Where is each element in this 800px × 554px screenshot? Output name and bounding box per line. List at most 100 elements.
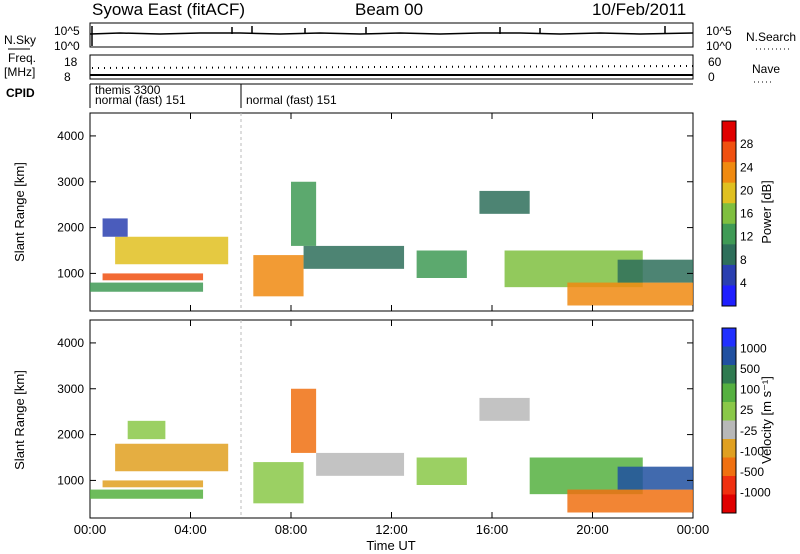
power-echo-marks <box>90 181 693 306</box>
x-tick-label: 16:00 <box>476 522 509 537</box>
power-colorbar: 28 24 20 16 12 8 4 <box>721 120 754 307</box>
power-echo-region <box>416 250 467 278</box>
date-title: 10/Feb/2011 <box>592 0 686 19</box>
power-echo-region <box>567 282 693 306</box>
power-colorbar-tick-label: 12 <box>740 230 754 244</box>
x-tick-label: 08:00 <box>275 522 308 537</box>
cpid-segment2: normal (fast) 151 <box>246 93 337 107</box>
power-colorbar-swatch <box>722 223 736 245</box>
velocity-colorbar: 1000 500 100 25 -25 -100 -500 -1000 <box>721 327 771 514</box>
x-tick-label: 04:00 <box>174 522 207 537</box>
velocity-colorbar-swatch <box>722 494 736 514</box>
velocity-colorbar-tick-label: -25 <box>740 424 758 438</box>
power-echo-region <box>617 259 693 283</box>
power-colorbar-swatch <box>722 182 736 204</box>
power-y-tick-label: 2000 <box>57 221 84 235</box>
velocity-colorbar-tick-label: -500 <box>740 465 764 479</box>
velocity-y-axis: 1000 2000 3000 4000 <box>57 336 693 487</box>
power-echo-region <box>291 181 317 246</box>
velocity-panel: 1000 2000 3000 4000 00:00 04:00 08:00 12:00 16:… <box>12 319 774 553</box>
velocity-x-axis: 00:00 04:00 08:00 12:00 16:00 20:00 00:00 <box>74 320 710 537</box>
power-colorbar-swatch <box>722 141 736 163</box>
nsky-strip: N.Sky 10^5 10^0 10^5 10^0 N.Search <box>4 22 796 53</box>
nsky-trace <box>89 32 694 35</box>
velocity-echo-region <box>291 388 317 453</box>
power-echo-region <box>102 273 204 281</box>
power-y-label: Slant Range [km] <box>12 162 27 262</box>
power-y-tick-label: 1000 <box>57 266 84 280</box>
velocity-colorbar-swatch <box>722 402 736 421</box>
nave-trace <box>91 65 694 69</box>
nsearch-label: N.Search <box>746 30 796 44</box>
power-y-axis: 1000 2000 3000 4000 <box>57 129 693 280</box>
power-echo-region <box>102 218 128 237</box>
velocity-colorbar-tick-label: 500 <box>740 362 760 376</box>
freq-label-line2: [MHz] <box>4 65 35 79</box>
power-colorbar-tick-label: 16 <box>740 207 754 221</box>
power-colorbar-swatch <box>722 285 736 307</box>
velocity-colorbar-swatch <box>722 439 736 458</box>
velocity-y-tick-label: 4000 <box>57 336 84 350</box>
nave-label: Nave <box>752 62 780 76</box>
x-tick-label: 00:00 <box>74 522 107 537</box>
velocity-y-label: Slant Range [km] <box>12 370 27 470</box>
power-colorbar-frame <box>721 120 737 307</box>
velocity-colorbar-swatch <box>722 457 736 477</box>
power-colorbar-tick-label: 28 <box>740 137 754 151</box>
freq-label-line1: Freq. <box>8 51 36 65</box>
nsky-right-tick-bottom: 10^0 <box>706 39 732 53</box>
x-tick-label: 00:00 <box>677 522 710 537</box>
velocity-echo-region <box>253 462 304 504</box>
velocity-colorbar-label: Velocity [m s⁻¹] <box>759 376 774 464</box>
velocity-colorbar-swatch <box>722 365 736 384</box>
nsky-left-tick-bottom: 10^0 <box>54 39 80 53</box>
velocity-y-tick-label: 3000 <box>57 382 84 396</box>
freq-strip: Freq. [MHz] 18 8 60 0 Nave <box>4 51 780 84</box>
nsky-right-tick-top: 10^5 <box>706 24 732 38</box>
velocity-colorbar-swatch <box>722 328 736 347</box>
velocity-colorbar-tick-label: -100 <box>740 444 764 458</box>
nsky-frame <box>89 22 694 48</box>
x-tick-label: 12:00 <box>375 522 408 537</box>
power-colorbar-label: Power [dB] <box>759 180 774 244</box>
cpid-strip: CPID themis 3300 normal (fast) 151 norma… <box>6 83 693 108</box>
velocity-y-tick-label: 2000 <box>57 428 84 442</box>
power-echo-region <box>303 245 405 269</box>
velocity-y-tick-label: 1000 <box>57 473 84 487</box>
velocity-colorbar-swatch <box>722 476 736 495</box>
power-colorbar-swatch <box>722 162 736 184</box>
power-colorbar-tick-label: 4 <box>740 276 747 290</box>
power-y-tick-label: 3000 <box>57 175 84 189</box>
power-colorbar-swatch <box>722 121 736 143</box>
power-echo-region <box>479 190 530 214</box>
beam-title: Beam 00 <box>355 0 423 19</box>
velocity-colorbar-swatch <box>722 383 736 403</box>
power-colorbar-swatch <box>722 264 736 286</box>
velocity-echo-region <box>316 452 405 476</box>
velocity-echo-region <box>90 489 204 499</box>
nsky-label: N.Sky <box>4 33 36 47</box>
power-y-tick-label: 4000 <box>57 129 84 143</box>
velocity-echo-region <box>617 466 693 490</box>
power-x-tick-marks <box>89 113 694 311</box>
velocity-colorbar-tick-label: 100 <box>740 383 760 397</box>
power-colorbar-tick-label: 20 <box>740 183 754 197</box>
power-colorbar-swatch <box>722 244 736 266</box>
power-colorbar-tick-label: 24 <box>740 160 754 174</box>
power-echo-region <box>115 236 229 265</box>
velocity-colorbar-swatch <box>722 420 736 440</box>
velocity-echo-region <box>567 489 693 513</box>
station-title: Syowa East (fitACF) <box>92 0 245 19</box>
velocity-echo-region <box>127 420 166 440</box>
velocity-echo-region <box>102 480 204 488</box>
cpid-segment1-line1: themis 3300 <box>95 83 161 97</box>
velocity-colorbar-swatch <box>722 346 736 366</box>
velocity-colorbar-tick-label: 25 <box>740 403 754 417</box>
power-colorbar-tick-label: 8 <box>740 253 747 267</box>
freq-left-tick-top: 18 <box>64 55 78 69</box>
power-echo-region <box>90 282 204 292</box>
power-panel: 1000 2000 3000 4000 Slant Range [km] 28 24 20… <box>12 112 774 312</box>
nsky-left-tick-top: 10^5 <box>54 24 80 38</box>
freq-right-tick-bottom: 0 <box>708 70 715 84</box>
